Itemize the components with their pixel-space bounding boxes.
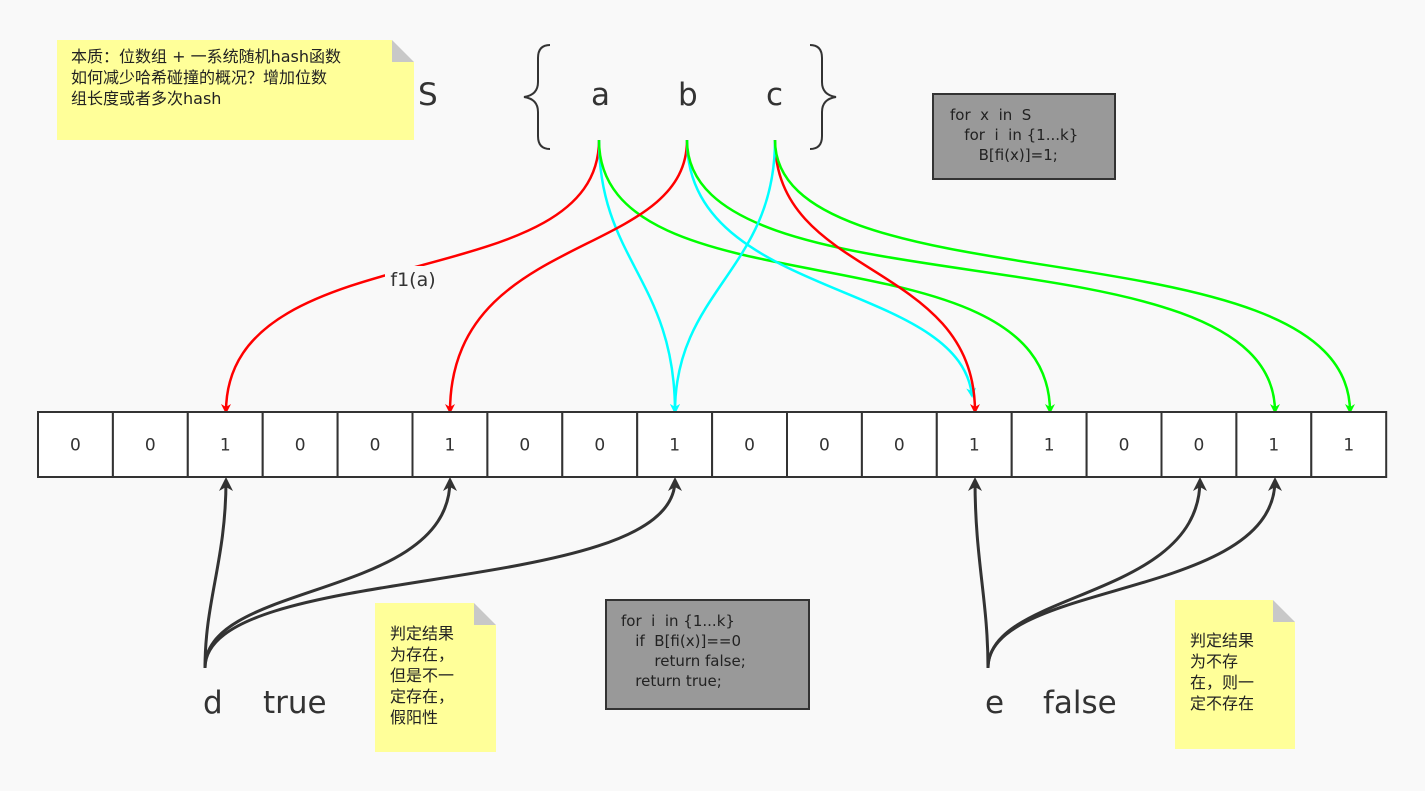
note-fold [1273,600,1295,622]
bit-value: 1 [969,436,980,456]
bit-cell [935,411,1013,478]
bit-cell [786,411,863,478]
code-insert-line: for i in {1...k} [950,126,1079,144]
query-arrow-e-3 [986,477,1282,669]
note-false-line: 定不存在 [1190,694,1255,713]
bit-value: 1 [1268,436,1279,456]
set-element-c: c [766,77,784,113]
bit-cell [860,411,938,478]
query-result-true: true [263,685,327,721]
hash3-arrow-c [773,139,1355,414]
bit-cell [186,411,264,478]
edge-label: f1(a) [390,269,435,291]
bit-value: 0 [594,436,605,456]
query-arrow-e-1 [968,477,990,669]
bit-value: 0 [70,436,81,456]
bit-cell [711,411,788,478]
code-insert-line: B[fi(x)]=1; [950,146,1058,164]
query-arrow-d-3 [203,477,682,669]
note-fold [474,603,496,625]
bit-value: 0 [819,436,830,456]
set-name: S [418,77,438,113]
bit-cell [411,411,489,478]
note-true-line: 定存在， [390,687,455,706]
hash2-arrow-b [685,139,977,398]
code-insert-line: for x in S [950,106,1032,124]
bit-cell [1310,411,1388,478]
bit-value: 0 [1119,436,1130,456]
set-element-a: a [591,77,610,113]
query-element-e: e [985,685,1005,721]
note-false-line: 判定结果 [1190,631,1255,650]
bit-value: 0 [370,436,381,456]
query-arrow-d-2 [203,477,457,669]
query-arrow-d-1 [203,477,233,669]
bit-value: 0 [1194,436,1205,456]
bit-value: 1 [445,436,456,456]
note-true: 判定结果 为存在， 但是不一 定存在， 假阳性 [375,603,496,752]
set-element-b: b [678,77,698,113]
bit-cell [561,411,639,478]
bit-value: 0 [744,436,755,456]
code-query-line: return false; [621,652,746,670]
code-query-line: if B[fi(x)]==0 [621,632,741,650]
left-brace [523,44,551,150]
bit-array: 0 0 1 0 0 1 0 0 1 0 0 0 1 1 0 0 1 1 [37,411,1388,478]
note-false: 判定结果 为不存 在，则一 定不存在 [1175,600,1295,749]
hash2-arrow-c [670,139,777,414]
note-false-line: 在，则一 [1190,673,1255,692]
note-true-line: 判定结果 [390,624,455,643]
code-insert: for x in S for i in {1...k} B[fi(x)]=1; [932,93,1116,180]
right-brace [809,44,837,150]
note-true-line: 为存在， [390,645,455,664]
code-query: for i in {1...k} if B[fi(x)]==0 return f… [605,599,810,710]
edge-label-bg [385,266,441,292]
query-element-d: d [203,685,223,721]
hash1-arrow-b [445,139,689,414]
bit-value: 1 [669,436,680,456]
bit-value: 1 [1044,436,1055,456]
bit-value: 1 [1343,436,1354,456]
hash1-arrow-c [773,139,980,414]
code-query-line: for i in {1...k} [621,612,735,630]
bit-value: 1 [220,436,231,456]
note-main: 本质：位数组 + 一系统随机hash函数 如何减少哈希碰撞的概况？增加位数 组长… [57,40,414,140]
note-false-line: 为不存 [1190,652,1239,671]
bit-cell [636,411,714,478]
bit-cell [1085,411,1163,478]
note-true-line: 假阳性 [390,708,439,727]
code-query-line: return true; [621,672,722,690]
bit-value: 0 [295,436,306,456]
bit-value: 0 [519,436,530,456]
bit-cell [486,411,564,478]
note-main-line: 如何减少哈希碰撞的概况？增加位数 [71,68,328,87]
bit-value: 0 [145,436,156,456]
note-main-line: 本质：位数组 + 一系统随机hash函数 [71,47,342,66]
hash3-arrow-b [685,139,1280,414]
bit-value: 0 [894,436,905,456]
bit-cell [1160,411,1238,478]
query-result-false: false [1043,685,1117,721]
note-true-line: 但是不一 [390,666,455,685]
bit-cell [261,411,339,478]
hash3-arrow-a [597,139,1055,414]
bit-cell [336,411,414,478]
bit-cell [37,411,114,478]
note-main-line: 组长度或者多次hash [71,89,222,108]
hash2-arrow-a [597,139,680,414]
note-fold [392,40,414,62]
